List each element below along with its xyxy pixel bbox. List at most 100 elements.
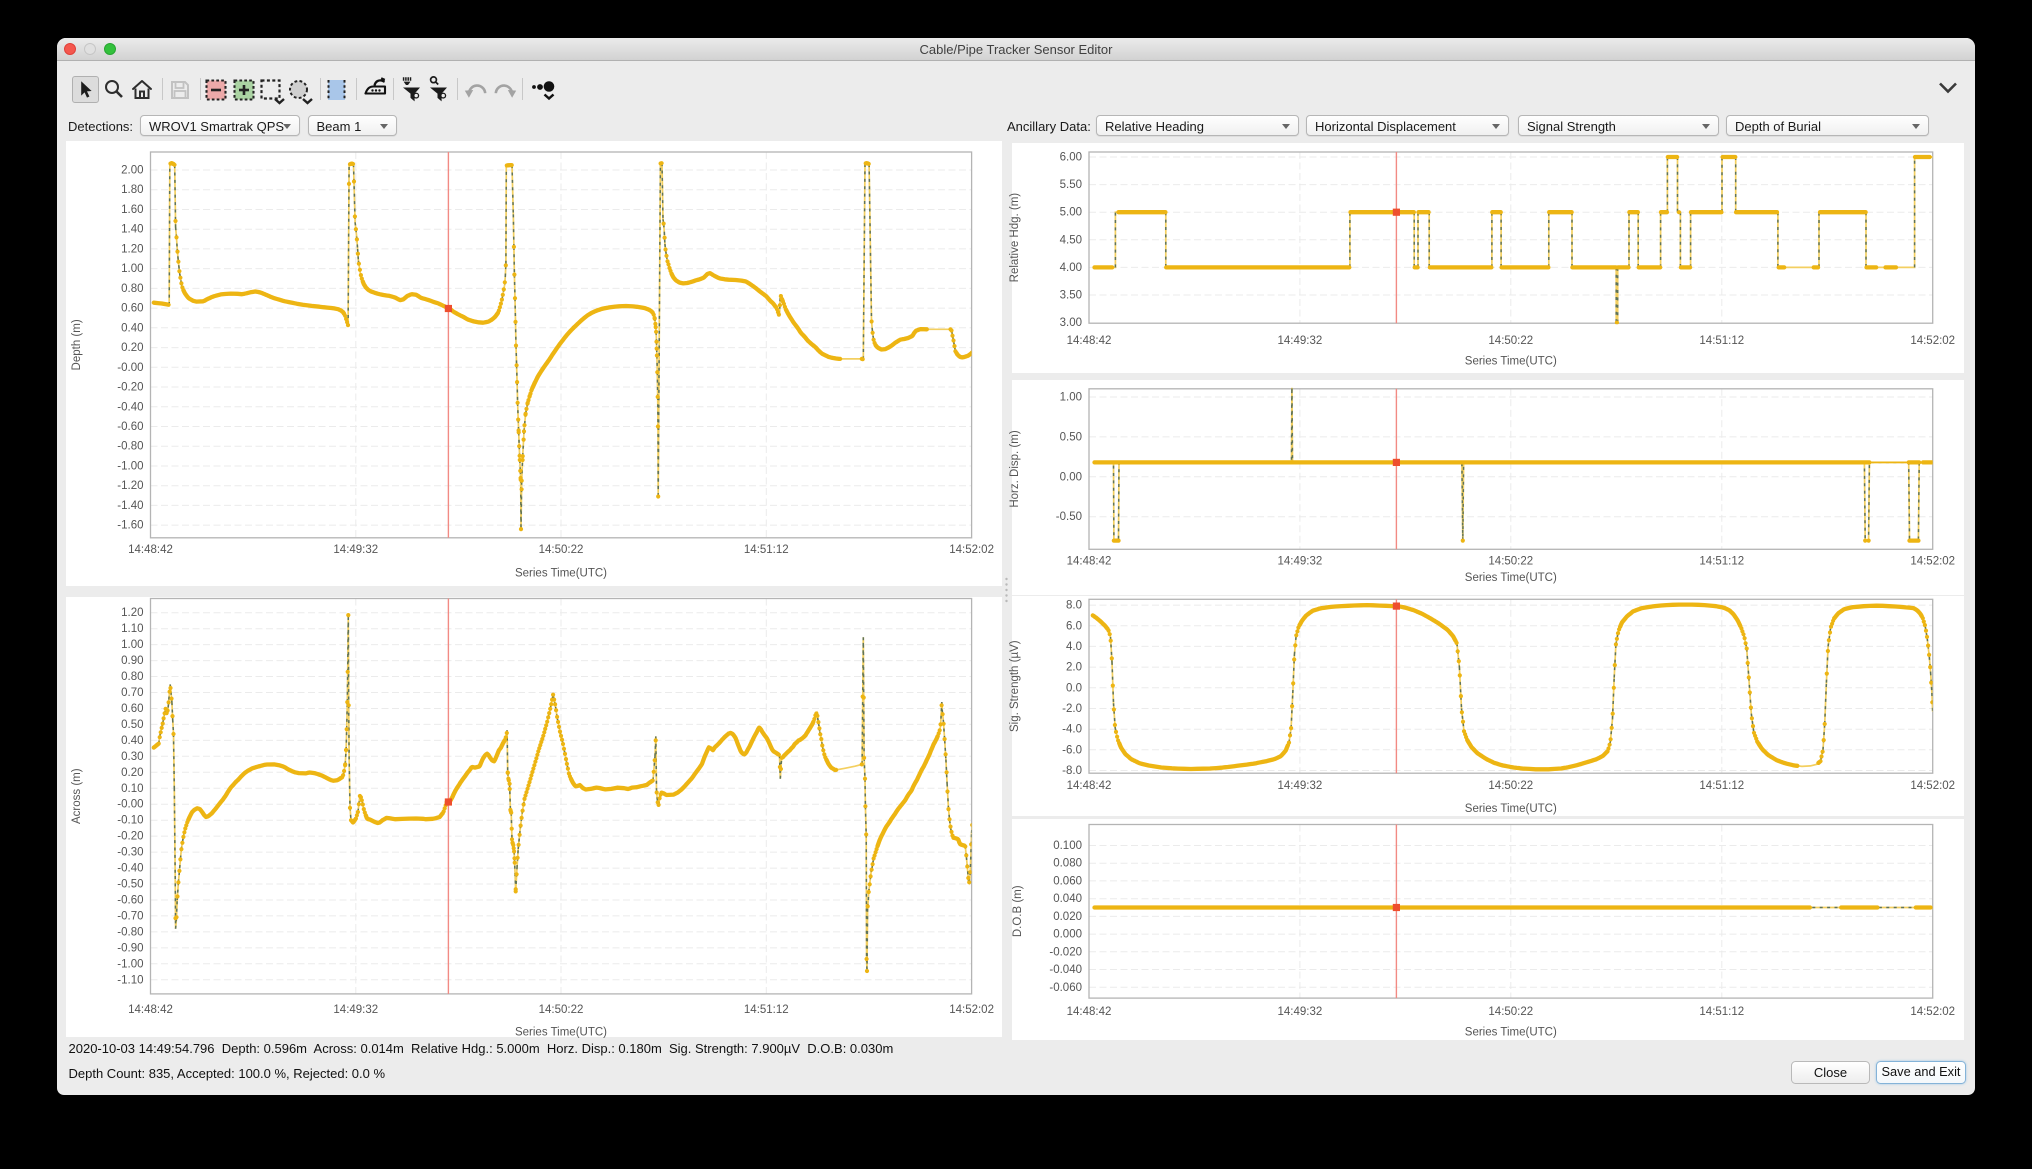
svg-text:14:48:42: 14:48:42 xyxy=(1067,1006,1112,1018)
svg-text:-0.40: -0.40 xyxy=(117,863,143,875)
svg-text:-6.0: -6.0 xyxy=(1062,744,1082,756)
svg-text:0.80: 0.80 xyxy=(121,283,143,295)
svg-text:4.50: 4.50 xyxy=(1060,234,1082,246)
svg-text:-1.20: -1.20 xyxy=(117,480,143,492)
svg-text:0.060: 0.060 xyxy=(1053,875,1082,887)
svg-text:-1.40: -1.40 xyxy=(117,500,143,512)
svg-text:-0.00: -0.00 xyxy=(117,362,143,374)
svg-text:-0.80: -0.80 xyxy=(117,926,143,938)
svg-text:Series Time(UTC): Series Time(UTC) xyxy=(515,1027,607,1039)
svg-text:14:49:32: 14:49:32 xyxy=(1278,1006,1323,1018)
svg-text:-0.020: -0.020 xyxy=(1049,946,1082,958)
svg-text:-8.0: -8.0 xyxy=(1062,765,1082,777)
svg-text:0.20: 0.20 xyxy=(121,767,143,779)
svg-text:-1.60: -1.60 xyxy=(117,520,143,532)
svg-text:0.10: 0.10 xyxy=(121,783,143,795)
svg-text:1.60: 1.60 xyxy=(121,204,143,216)
svg-text:0.00: 0.00 xyxy=(1060,471,1082,483)
svg-text:-0.40: -0.40 xyxy=(117,401,143,413)
svg-text:-0.10: -0.10 xyxy=(117,815,143,827)
svg-text:-0.60: -0.60 xyxy=(117,421,143,433)
svg-text:0.0: 0.0 xyxy=(1066,682,1082,694)
svg-text:0.90: 0.90 xyxy=(121,655,143,667)
svg-text:0.50: 0.50 xyxy=(121,719,143,731)
svg-text:0.70: 0.70 xyxy=(121,687,143,699)
svg-text:14:48:42: 14:48:42 xyxy=(128,544,173,556)
svg-text:1.20: 1.20 xyxy=(121,243,143,255)
svg-text:14:51:12: 14:51:12 xyxy=(1699,780,1744,792)
svg-text:6.0: 6.0 xyxy=(1066,620,1082,632)
svg-text:14:52:02: 14:52:02 xyxy=(1910,780,1955,792)
svg-text:14:50:22: 14:50:22 xyxy=(1488,556,1533,568)
svg-text:14:51:12: 14:51:12 xyxy=(744,544,789,556)
svg-text:Depth (m): Depth (m) xyxy=(71,319,83,370)
svg-text:-0.20: -0.20 xyxy=(117,831,143,843)
svg-text:D.O.B (m): D.O.B (m) xyxy=(1012,885,1024,937)
svg-text:2.0: 2.0 xyxy=(1066,662,1082,674)
svg-text:0.100: 0.100 xyxy=(1053,840,1082,852)
svg-text:-0.00: -0.00 xyxy=(117,799,143,811)
svg-text:-4.0: -4.0 xyxy=(1062,724,1082,736)
svg-text:Series Time(UTC): Series Time(UTC) xyxy=(1465,356,1557,368)
svg-text:0.50: 0.50 xyxy=(1060,431,1082,443)
svg-text:-1.00: -1.00 xyxy=(117,461,143,473)
svg-text:14:52:02: 14:52:02 xyxy=(949,1004,994,1016)
svg-text:Sig. Strength (µV): Sig. Strength (µV) xyxy=(1009,640,1021,732)
svg-text:14:51:12: 14:51:12 xyxy=(744,1004,789,1016)
svg-text:-0.060: -0.060 xyxy=(1049,982,1082,994)
svg-text:1.80: 1.80 xyxy=(121,184,143,196)
svg-text:0.040: 0.040 xyxy=(1053,893,1082,905)
svg-text:-1.10: -1.10 xyxy=(117,974,143,986)
svg-text:4.00: 4.00 xyxy=(1060,262,1082,274)
svg-text:14:50:22: 14:50:22 xyxy=(539,1004,584,1016)
svg-text:Relative Hdg. (m): Relative Hdg. (m) xyxy=(1009,193,1021,283)
svg-text:14:52:02: 14:52:02 xyxy=(949,544,994,556)
svg-text:1.00: 1.00 xyxy=(1060,392,1082,404)
svg-text:Series Time(UTC): Series Time(UTC) xyxy=(515,568,607,580)
svg-text:1.10: 1.10 xyxy=(121,623,143,635)
svg-text:14:52:02: 14:52:02 xyxy=(1910,335,1955,347)
svg-text:-0.20: -0.20 xyxy=(117,382,143,394)
svg-text:2.00: 2.00 xyxy=(121,165,143,177)
svg-text:14:51:12: 14:51:12 xyxy=(1699,556,1744,568)
svg-text:14:49:32: 14:49:32 xyxy=(1278,556,1323,568)
svg-text:14:49:32: 14:49:32 xyxy=(333,544,378,556)
svg-text:1.00: 1.00 xyxy=(121,639,143,651)
svg-text:14:50:22: 14:50:22 xyxy=(1488,780,1533,792)
svg-text:14:49:32: 14:49:32 xyxy=(333,1004,378,1016)
svg-text:-0.30: -0.30 xyxy=(117,847,143,859)
svg-text:3.50: 3.50 xyxy=(1060,290,1082,302)
svg-text:-0.60: -0.60 xyxy=(117,895,143,907)
svg-text:-2.0: -2.0 xyxy=(1062,703,1082,715)
svg-text:0.20: 0.20 xyxy=(121,342,143,354)
svg-text:Series Time(UTC): Series Time(UTC) xyxy=(1465,1027,1557,1039)
svg-text:14:48:42: 14:48:42 xyxy=(128,1004,173,1016)
svg-text:14:50:22: 14:50:22 xyxy=(1488,1006,1533,1018)
svg-text:-0.90: -0.90 xyxy=(117,942,143,954)
svg-text:0.40: 0.40 xyxy=(121,735,143,747)
svg-text:-1.00: -1.00 xyxy=(117,958,143,970)
svg-text:14:51:12: 14:51:12 xyxy=(1699,1006,1744,1018)
svg-text:1.00: 1.00 xyxy=(121,263,143,275)
svg-text:0.000: 0.000 xyxy=(1053,929,1082,941)
svg-text:Series Time(UTC): Series Time(UTC) xyxy=(1465,803,1557,815)
svg-text:5.50: 5.50 xyxy=(1060,179,1082,191)
svg-text:14:52:02: 14:52:02 xyxy=(1910,556,1955,568)
svg-text:14:50:22: 14:50:22 xyxy=(539,544,584,556)
svg-text:14:52:02: 14:52:02 xyxy=(1910,1006,1955,1018)
svg-text:6.00: 6.00 xyxy=(1060,152,1082,164)
svg-text:5.00: 5.00 xyxy=(1060,207,1082,219)
svg-text:14:50:22: 14:50:22 xyxy=(1488,335,1533,347)
svg-text:14:49:32: 14:49:32 xyxy=(1278,780,1323,792)
svg-text:3.00: 3.00 xyxy=(1060,317,1082,329)
svg-text:0.30: 0.30 xyxy=(121,751,143,763)
svg-text:0.80: 0.80 xyxy=(121,671,143,683)
svg-text:-0.50: -0.50 xyxy=(117,879,143,891)
svg-text:4.0: 4.0 xyxy=(1066,641,1082,653)
svg-text:0.40: 0.40 xyxy=(121,322,143,334)
svg-text:14:48:42: 14:48:42 xyxy=(1067,780,1112,792)
svg-text:0.60: 0.60 xyxy=(121,303,143,315)
svg-text:0.60: 0.60 xyxy=(121,703,143,715)
svg-text:-0.50: -0.50 xyxy=(1056,511,1082,523)
svg-text:0.020: 0.020 xyxy=(1053,911,1082,923)
